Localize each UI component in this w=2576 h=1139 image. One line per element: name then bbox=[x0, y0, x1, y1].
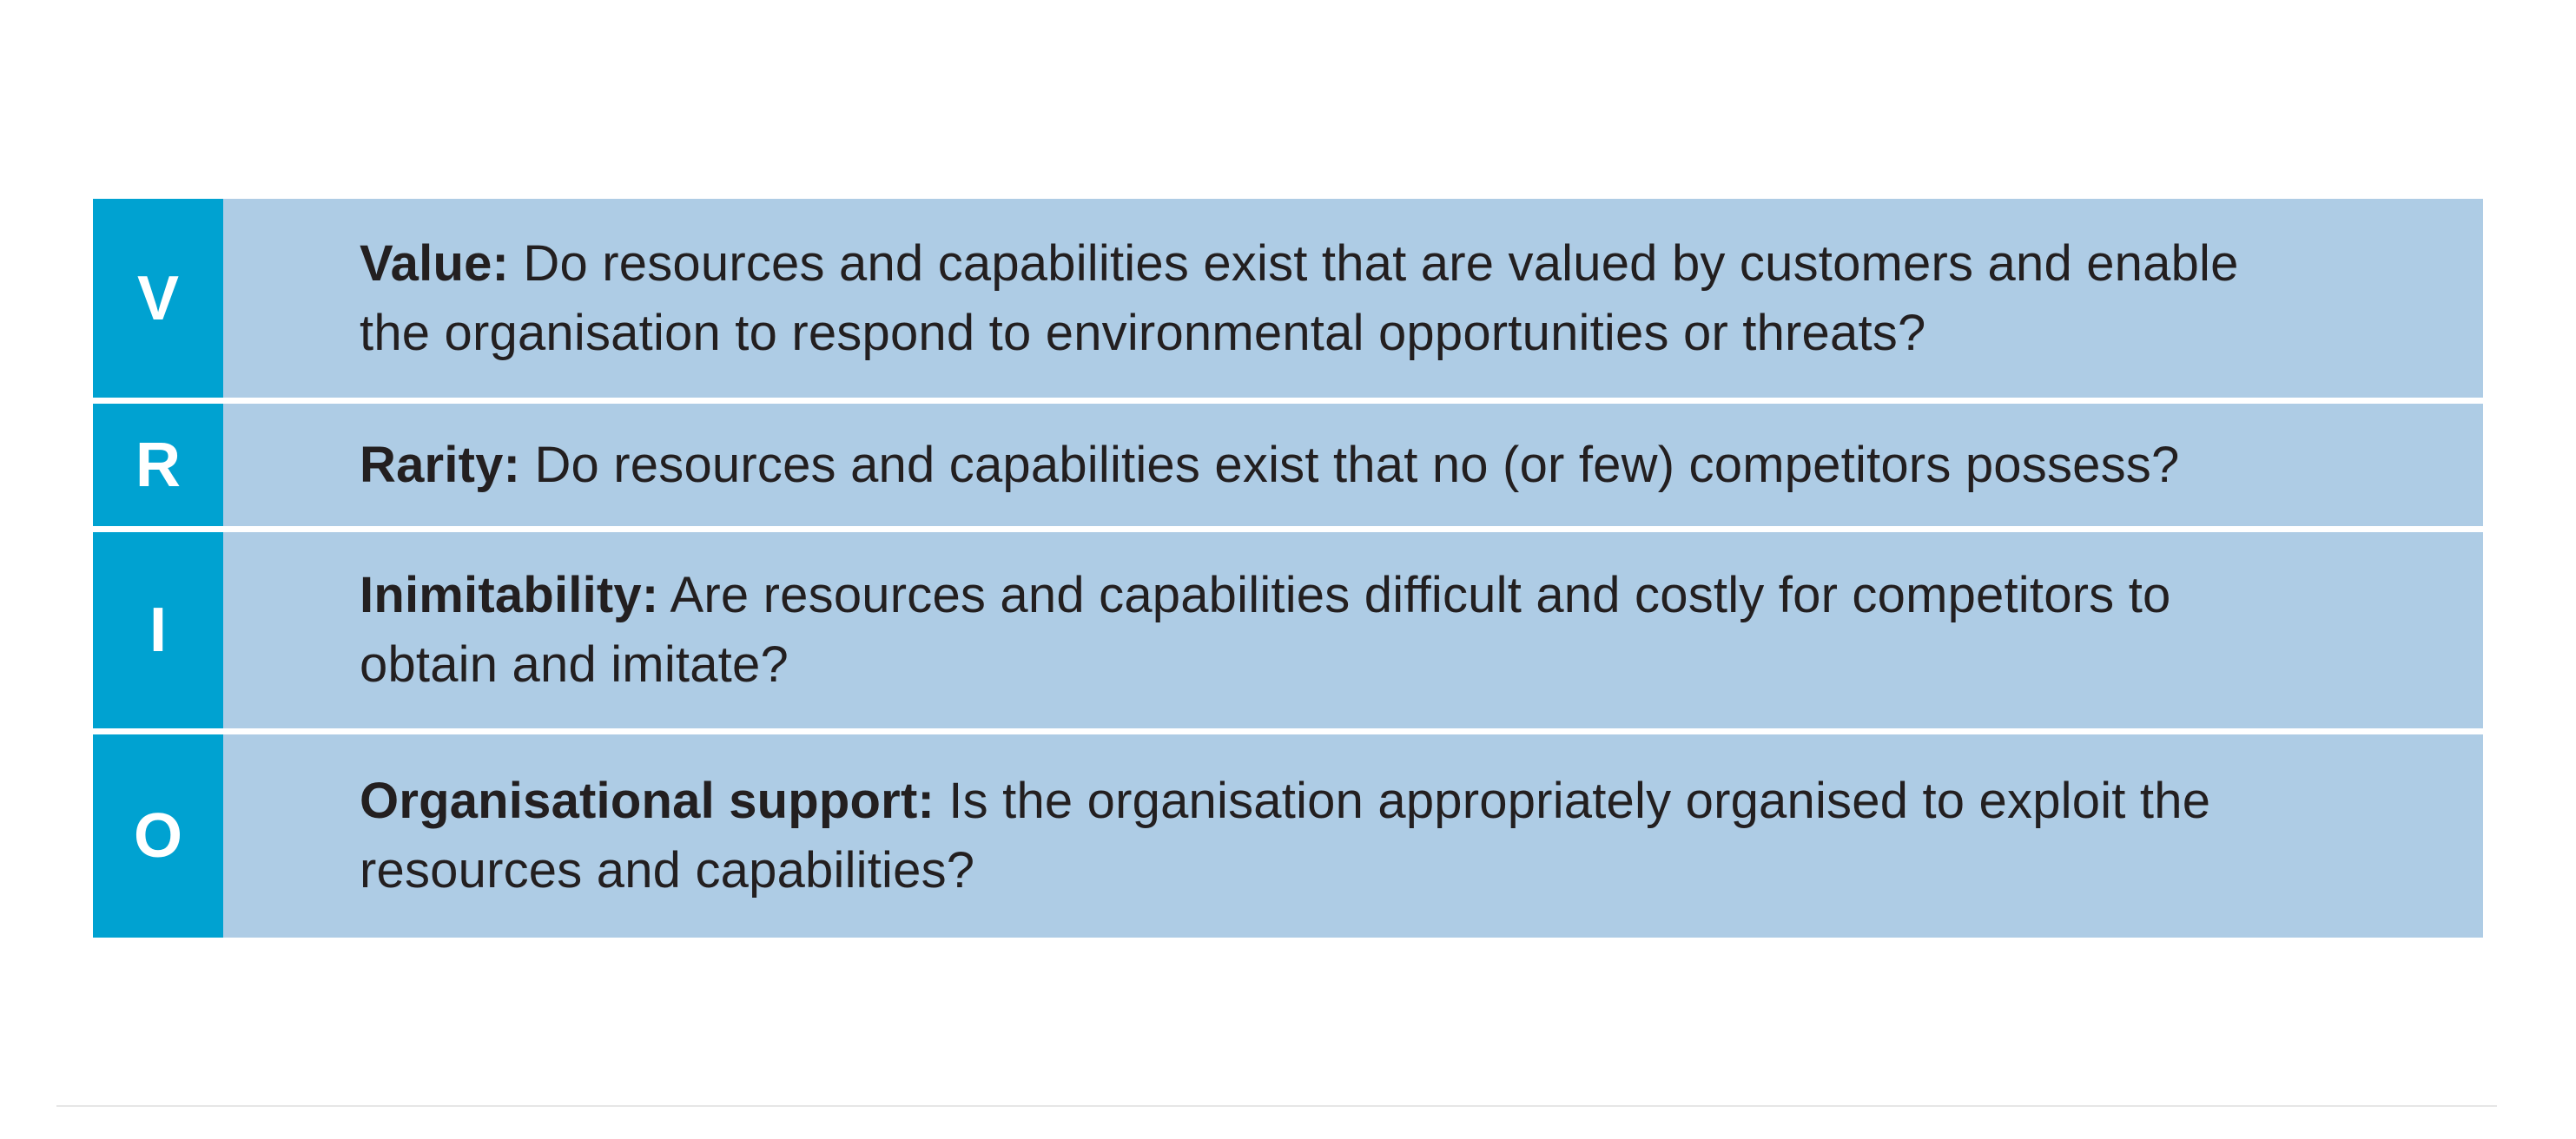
term-label: Value: bbox=[360, 234, 510, 292]
description-text: Organisational support: Is the organisat… bbox=[360, 767, 2309, 905]
description-body: Do resources and capabilities exist that… bbox=[360, 234, 2239, 361]
description-cell-inimitability: Inimitability: Are resources and capabil… bbox=[223, 532, 2483, 728]
description-text: Inimitability: Are resources and capabil… bbox=[360, 561, 2309, 700]
description-body: Is the organisation appropriately organi… bbox=[360, 773, 2211, 899]
description-text: Value: Do resources and capabilities exi… bbox=[360, 229, 2309, 368]
description-cell-value: Value: Do resources and capabilities exi… bbox=[223, 199, 2483, 398]
letter-cell-r: R bbox=[93, 404, 223, 526]
term-label: Organisational support: bbox=[360, 773, 935, 829]
description-cell-organisational-support: Organisational support: Is the organisat… bbox=[223, 734, 2483, 938]
term-label: Inimitability: bbox=[360, 567, 659, 623]
vrio-row-inimitability: I Inimitability: Are resources and capab… bbox=[93, 526, 2483, 728]
vrio-row-value: V Value: Do resources and capabilities e… bbox=[93, 199, 2483, 398]
letter-cell-i: I bbox=[93, 532, 223, 728]
vrio-row-organisational-support: O Organisational support: Is the organis… bbox=[93, 728, 2483, 938]
term-label: Rarity: bbox=[360, 436, 521, 493]
vrio-row-rarity: R Rarity: Do resources and capabilities … bbox=[93, 398, 2483, 526]
description-cell-rarity: Rarity: Do resources and capabilities ex… bbox=[223, 404, 2483, 526]
description-text: Rarity: Do resources and capabilities ex… bbox=[360, 431, 2179, 500]
description-body: Are resources and capabilities difficult… bbox=[360, 567, 2171, 693]
description-body: Do resources and capabilities exist that… bbox=[520, 436, 2180, 493]
letter-cell-v: V bbox=[93, 199, 223, 398]
vrio-framework-table: V Value: Do resources and capabilities e… bbox=[93, 199, 2483, 938]
letter-cell-o: O bbox=[93, 734, 223, 938]
bottom-divider bbox=[56, 1105, 2497, 1107]
